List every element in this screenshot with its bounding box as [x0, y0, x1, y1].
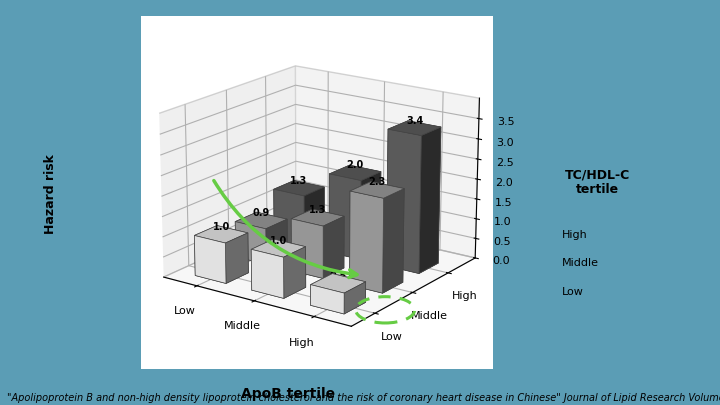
Text: TC/HDL-C
tertile: TC/HDL-C tertile — [565, 168, 630, 196]
Text: High: High — [562, 230, 588, 240]
Text: Low: Low — [562, 287, 583, 296]
Text: Middle: Middle — [562, 258, 598, 268]
Text: Hazard risk: Hazard risk — [44, 154, 57, 234]
Text: "Apolipoprotein B and non-high density lipoprotein cholesterol and the risk of c: "Apolipoprotein B and non-high density l… — [7, 393, 720, 403]
Text: ApoB tertile: ApoB tertile — [241, 387, 335, 401]
FancyArrowPatch shape — [214, 181, 357, 277]
